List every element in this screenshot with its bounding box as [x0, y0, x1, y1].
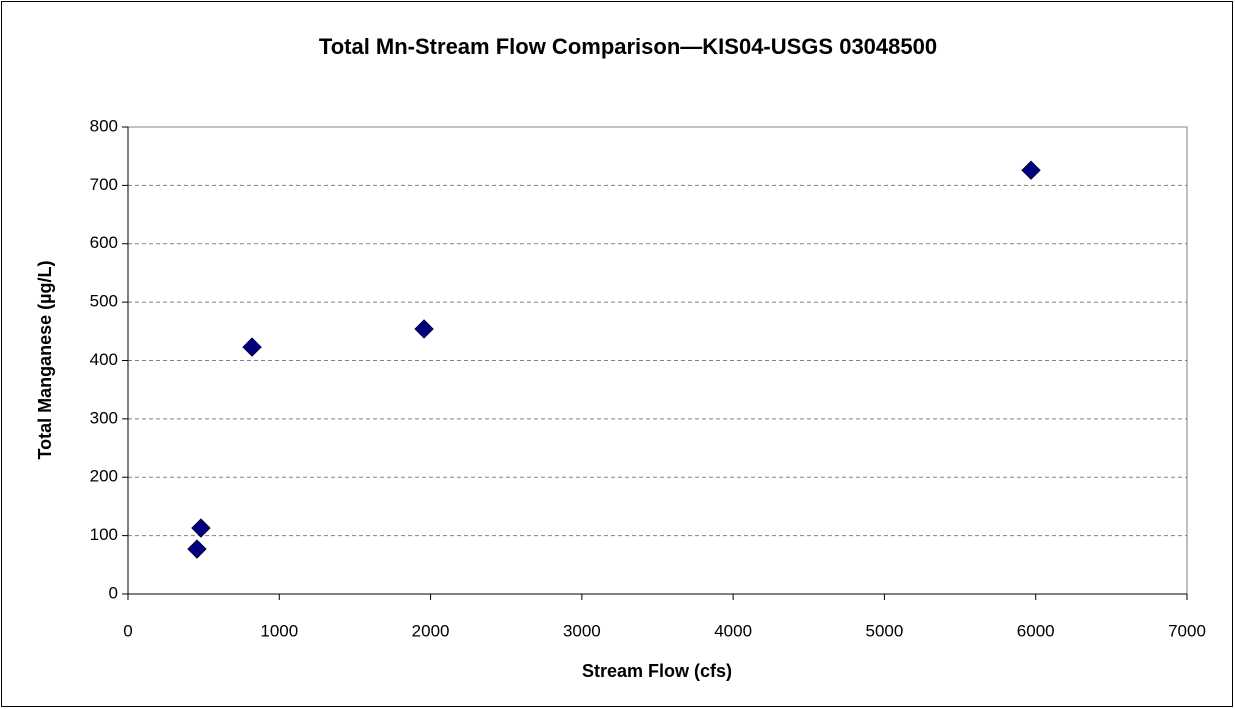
marker [191, 518, 211, 538]
y-tick-label: 0 [109, 583, 118, 602]
y-tick-label: 600 [90, 233, 118, 252]
x-tick-label: 0 [123, 621, 132, 640]
y-tick-label: 700 [90, 175, 118, 194]
y-axis-label: Total Manganese (µg/L) [35, 260, 55, 459]
marker [1021, 160, 1041, 180]
marker [187, 539, 207, 559]
x-tick-label: 6000 [1017, 621, 1055, 640]
x-tick-label: 5000 [866, 621, 904, 640]
x-tick-label: 1000 [260, 621, 298, 640]
y-tick-label: 100 [90, 525, 118, 544]
x-tick-label: 4000 [714, 621, 752, 640]
y-tick-label: 500 [90, 292, 118, 311]
y-tick-label: 200 [90, 467, 118, 486]
y-tick-label: 400 [90, 350, 118, 369]
chart-title: Total Mn-Stream Flow Comparison—KIS04-US… [319, 34, 937, 59]
x-tick-label: 3000 [563, 621, 601, 640]
y-tick-label: 300 [90, 408, 118, 427]
x-tick-label: 7000 [1168, 621, 1206, 640]
x-axis-label: Stream Flow (cfs) [582, 661, 732, 681]
marker [242, 337, 262, 357]
marker [414, 319, 434, 339]
x-tick-label: 2000 [412, 621, 450, 640]
y-tick-label: 800 [90, 116, 118, 135]
